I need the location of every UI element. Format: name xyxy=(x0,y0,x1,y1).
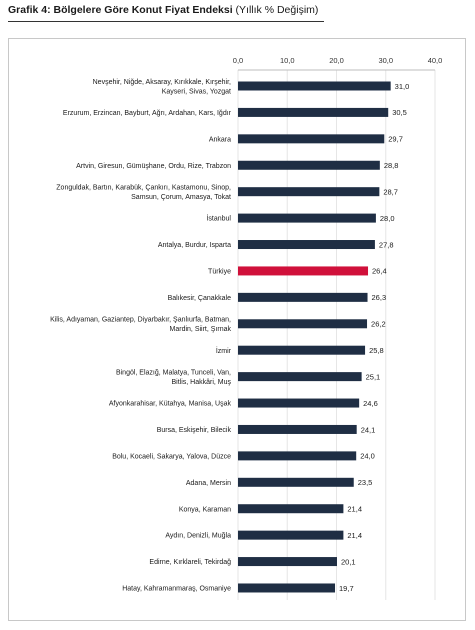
x-tick-label: 20,0 xyxy=(329,56,344,65)
category-label: Balıkesir, Çanakkale xyxy=(168,295,232,302)
category-label-line: Adana, Mersin xyxy=(186,480,231,487)
category-label-line: Aydın, Denizli, Muğla xyxy=(165,533,231,540)
category-label-line: İstanbul xyxy=(206,214,231,223)
category-label: Türkiye xyxy=(208,269,231,276)
category-label: Edirne, Kırklareli, Tekirdağ xyxy=(149,559,231,566)
category-label-line: Konya, Karaman xyxy=(179,506,231,513)
category-label: Hatay, Kahramanmaraş, Osmaniye xyxy=(122,586,231,593)
bar xyxy=(238,319,368,329)
data-label: 26,4 xyxy=(372,267,387,276)
category-label-line: Erzurum, Erzincan, Bayburt, Ağrı, Ardaha… xyxy=(63,110,232,117)
data-label: 26,2 xyxy=(371,320,386,329)
category-label: Antalya, Burdur, Isparta xyxy=(158,242,231,249)
category-label-line: Artvin, Giresun, Gümüşhane, Ordu, Rize, … xyxy=(76,163,231,170)
category-label: Zonguldak, Bartın, Karabük, Çankırı, Kas… xyxy=(56,185,231,202)
x-tick-label: 40,0 xyxy=(428,56,443,65)
bar xyxy=(238,292,368,302)
category-label: Aydın, Denizli, Muğla xyxy=(165,533,231,540)
category-label-line: Türkiye xyxy=(208,269,231,276)
bar xyxy=(238,557,337,567)
category-label: Artvin, Giresun, Gümüşhane, Ordu, Rize, … xyxy=(76,163,231,170)
bar xyxy=(238,504,344,514)
bar xyxy=(238,424,357,434)
category-label-line: Bitlis, Hakkâri, Muş xyxy=(171,379,231,386)
x-tick-label: 0,0 xyxy=(233,56,243,65)
bar xyxy=(238,345,366,355)
category-label-line: Zonguldak, Bartın, Karabük, Çankırı, Kas… xyxy=(56,185,231,192)
bar xyxy=(238,477,354,487)
category-label: Afyonkarahisar, Kütahya, Manisa, Uşak xyxy=(109,401,232,408)
category-label-line: Antalya, Burdur, Isparta xyxy=(158,242,231,249)
data-label: 23,5 xyxy=(358,478,373,487)
data-label: 24,0 xyxy=(360,452,375,461)
bar xyxy=(238,213,376,223)
category-label: Ankara xyxy=(209,136,231,143)
category-label: Erzurum, Erzincan, Bayburt, Ağrı, Ardaha… xyxy=(63,110,232,117)
bar xyxy=(238,398,360,408)
category-label-line: Ankara xyxy=(209,136,231,143)
bar xyxy=(238,81,391,91)
category-label: Bursa, Eskişehir, Bilecik xyxy=(157,427,232,434)
bar xyxy=(238,160,380,170)
data-label: 24,1 xyxy=(361,425,376,434)
category-label: Nevşehir, Niğde, Aksaray, Kırıkkale, Kır… xyxy=(93,79,231,96)
category-label: İzmir xyxy=(216,346,232,355)
data-label: 21,4 xyxy=(347,505,362,514)
data-label: 21,4 xyxy=(347,531,362,540)
bar xyxy=(238,187,380,197)
bar xyxy=(238,372,362,382)
data-label: 26,3 xyxy=(372,293,387,302)
data-label: 31,0 xyxy=(395,82,410,91)
data-label: 19,7 xyxy=(339,584,354,593)
data-label: 29,7 xyxy=(388,135,403,144)
category-label-line: İzmir xyxy=(216,346,232,355)
category-label: Konya, Karaman xyxy=(179,506,231,513)
x-tick-label: 30,0 xyxy=(378,56,393,65)
bar xyxy=(238,240,375,250)
category-label-line: Bursa, Eskişehir, Bilecik xyxy=(157,427,232,434)
category-label-line: Bingöl, Elazığ, Malatya, Tunceli, Van, xyxy=(116,369,231,376)
bar xyxy=(238,530,344,540)
data-label: 30,5 xyxy=(392,108,407,117)
category-label-line: Kilis, Adıyaman, Gaziantep, Diyarbakır, … xyxy=(50,317,231,324)
category-label: Adana, Mersin xyxy=(186,480,231,487)
chart-title: Grafik 4: Bölgelere Göre Konut Fiyat End… xyxy=(8,4,318,16)
category-label: Bingöl, Elazığ, Malatya, Tunceli, Van, Bi… xyxy=(116,369,232,386)
category-label: İstanbul xyxy=(206,214,231,223)
chart-frame: 0,0 10,0 20,0 30,0 40,0 31,0 Nevşehir, Niğde, … xyxy=(8,38,466,621)
data-label: 25,8 xyxy=(369,346,384,355)
x-tick-label: 10,0 xyxy=(280,56,295,65)
bar-chart: 0,0 10,0 20,0 30,0 40,0 31,0 Nevşehir, Niğde, … xyxy=(50,56,443,600)
chart-title-bold: Grafik 4: Bölgelere Göre Konut Fiyat End… xyxy=(8,4,233,16)
data-label: 24,6 xyxy=(363,399,378,408)
data-label: 28,8 xyxy=(384,161,399,170)
data-label: 25,1 xyxy=(366,372,381,381)
category-label-line: Kayseri, Sivas, Yozgat xyxy=(162,88,231,95)
title-underline xyxy=(8,21,324,22)
bar xyxy=(238,583,336,593)
bar xyxy=(238,134,385,144)
data-label: 28,7 xyxy=(383,187,398,196)
data-label: 20,1 xyxy=(341,557,356,566)
category-label-line: Balıkesir, Çanakkale xyxy=(168,295,232,302)
bar xyxy=(238,451,357,461)
category-label-line: Edirne, Kırklareli, Tekirdağ xyxy=(149,559,231,566)
category-label-line: Samsun, Çorum, Amasya, Tokat xyxy=(131,194,231,201)
chart-title-unit: (Yıllık % Değişim) xyxy=(232,4,319,16)
category-label-line: Hatay, Kahramanmaraş, Osmaniye xyxy=(122,586,231,593)
category-label: Kilis, Adıyaman, Gaziantep, Diyarbakır, … xyxy=(50,317,231,334)
data-label: 28,0 xyxy=(380,214,395,223)
category-label-line: Mardin, Siirt, Şırnak xyxy=(170,326,232,333)
category-label-line: Bolu, Kocaeli, Sakarya, Yalova, Düzce xyxy=(112,453,231,460)
category-label-line: Nevşehir, Niğde, Aksaray, Kırıkkale, Kır… xyxy=(93,79,231,86)
category-label: Bolu, Kocaeli, Sakarya, Yalova, Düzce xyxy=(112,453,231,460)
bar xyxy=(238,266,369,276)
bar xyxy=(238,107,389,117)
data-label: 27,8 xyxy=(379,240,394,249)
category-label-line: Afyonkarahisar, Kütahya, Manisa, Uşak xyxy=(109,401,232,408)
